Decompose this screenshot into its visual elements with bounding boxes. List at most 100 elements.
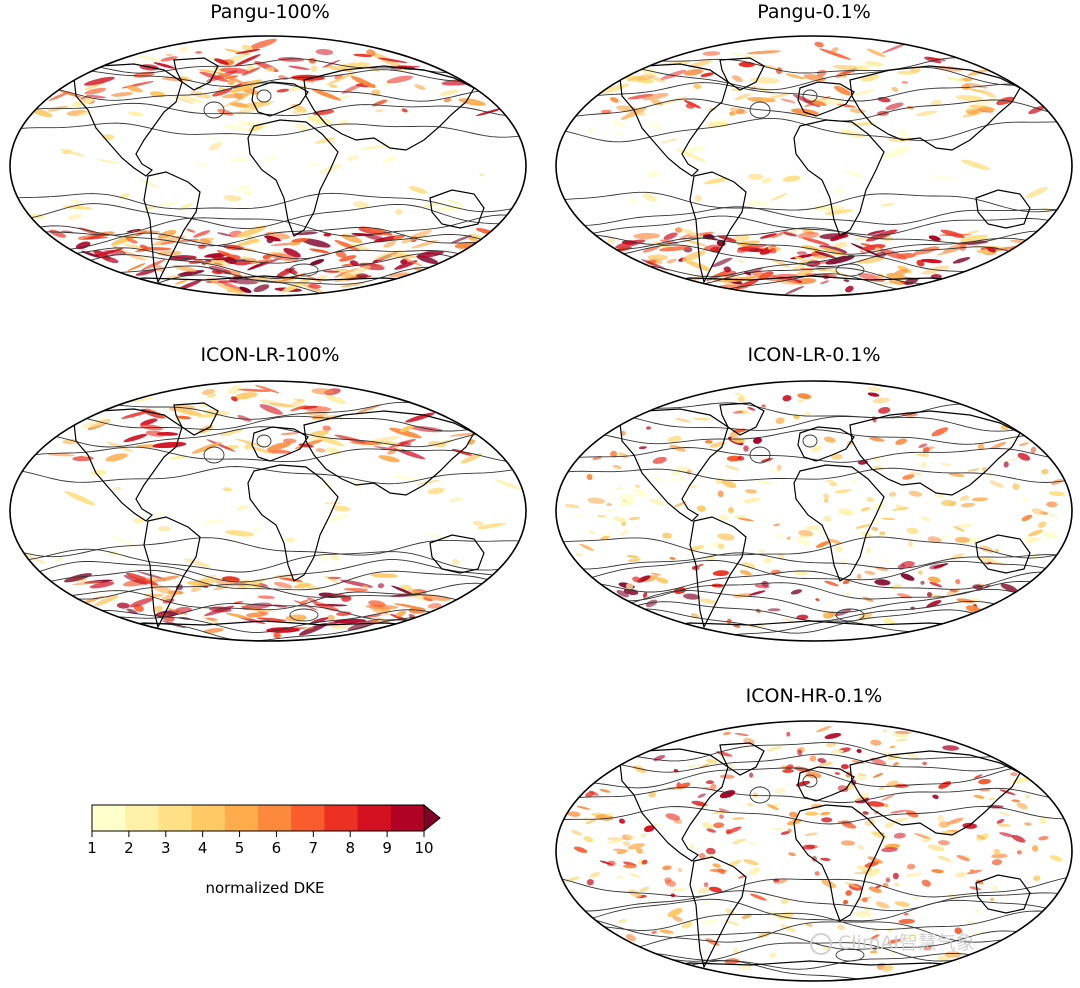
dke-patch	[994, 549, 999, 553]
dke-patch	[980, 89, 996, 98]
dke-patch	[587, 530, 596, 534]
dke-patch	[857, 845, 865, 850]
dke-patch	[851, 89, 876, 96]
dke-patch	[884, 821, 895, 828]
dke-patch	[284, 537, 295, 543]
dke-patch	[885, 102, 904, 111]
dke-patch	[930, 99, 942, 106]
dke-patch	[941, 499, 954, 507]
dke-patch	[607, 838, 623, 844]
dke-patch	[737, 875, 746, 879]
dke-patch	[259, 399, 292, 408]
dke-patch	[857, 773, 867, 777]
dke-patch	[152, 441, 187, 449]
dke-patch	[632, 576, 641, 583]
colorbar-segment	[125, 805, 159, 831]
dke-patch	[687, 764, 701, 768]
dke-patch	[705, 780, 714, 785]
coastline-greenland	[719, 742, 765, 776]
dke-patch	[610, 450, 618, 458]
dke-patch	[387, 449, 397, 455]
dke-patch	[225, 530, 255, 537]
dke-patch	[328, 84, 338, 88]
colorbar-tick-label: 8	[345, 839, 355, 857]
dke-patch	[618, 818, 626, 824]
dke-patch	[335, 251, 347, 258]
dke-patch	[154, 575, 180, 582]
dke-patch	[834, 772, 840, 775]
dke-patch	[761, 92, 792, 101]
dke-patch	[628, 516, 640, 521]
dke-patch	[193, 230, 211, 238]
dke-patch	[290, 405, 308, 412]
panel-title: ICON-LR-0.1%	[747, 344, 881, 366]
dke-patch	[842, 579, 850, 585]
dke-patch	[766, 804, 779, 810]
dke-patch	[729, 111, 736, 116]
dke-patch	[599, 788, 611, 793]
dke-patch	[1018, 442, 1029, 447]
dke-patch	[742, 562, 756, 569]
dke-patch	[775, 417, 785, 424]
dke-patch	[94, 248, 123, 257]
dke-patch	[715, 751, 733, 757]
dke-patch	[417, 480, 440, 485]
dke-patch	[165, 53, 173, 57]
dke-patch	[905, 872, 922, 878]
dke-patch	[291, 108, 306, 115]
dke-patch	[156, 431, 179, 436]
coastline-europe	[797, 81, 855, 117]
dke-patch	[675, 466, 691, 472]
dke-patch	[1011, 834, 1026, 843]
dke-patch	[112, 246, 124, 252]
dke-patch	[912, 896, 920, 901]
streamline	[556, 559, 1072, 584]
dke-patch	[982, 466, 987, 472]
dke-patch	[804, 832, 818, 837]
dke-patch	[794, 256, 804, 260]
dke-patch	[1025, 794, 1030, 799]
dke-patch	[451, 448, 473, 456]
dke-patch	[928, 576, 941, 583]
dke-patch	[349, 260, 359, 267]
dke-patch	[617, 919, 627, 923]
dke-patch	[843, 279, 850, 282]
dke-patch	[790, 589, 803, 595]
dke-patch	[763, 557, 772, 564]
dke-patch	[889, 745, 896, 749]
dke-patch	[600, 109, 612, 114]
dke-patch	[989, 441, 1007, 450]
dke-patch	[377, 583, 385, 589]
dke-patch	[72, 580, 104, 586]
dke-patch	[717, 868, 726, 875]
dke-patch	[697, 886, 712, 894]
dke-patch	[324, 65, 354, 73]
dke-patch	[273, 632, 281, 639]
dke-patch	[575, 553, 583, 557]
dke-patch	[1031, 508, 1044, 515]
map-content	[10, 381, 526, 641]
dke-patch	[712, 570, 729, 577]
dke-patch	[748, 590, 766, 596]
dke-patch	[1041, 468, 1049, 475]
colorbar-scale: 1 2 3 4 5 6 7 8 9 10	[87, 803, 441, 857]
panel-title: ICON-HR-0.1%	[745, 685, 883, 707]
dke-patch	[785, 764, 794, 771]
colorbar-tick-label: 10	[414, 839, 433, 857]
dke-patch	[615, 239, 646, 249]
dke-patch	[909, 472, 922, 475]
dke-patch	[1031, 845, 1039, 852]
dke-patch	[596, 515, 607, 518]
dke-patch	[683, 593, 700, 600]
dke-patch	[336, 611, 352, 617]
dke-patch	[921, 879, 931, 887]
dke-patch	[1037, 521, 1047, 528]
coastline-africa	[793, 804, 885, 922]
dke-patch	[682, 239, 708, 247]
dke-patch	[130, 397, 154, 403]
dke-patch	[216, 232, 232, 237]
streamline	[556, 536, 1072, 559]
dke-patch	[718, 543, 725, 550]
dke-patch	[948, 472, 965, 477]
dke-patch	[967, 468, 981, 472]
